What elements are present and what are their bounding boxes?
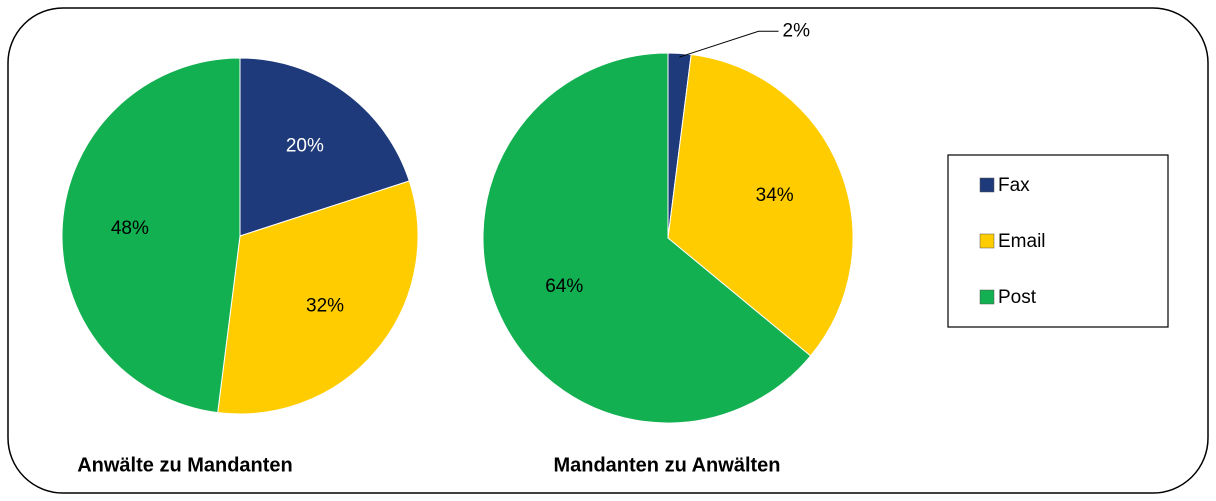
chart-title: Mandanten zu Anwälten [553, 454, 780, 476]
data-label: 2% [783, 20, 811, 41]
pie-slice [482, 52, 812, 424]
data-label: 64% [545, 276, 583, 297]
legend-swatch [979, 289, 995, 305]
data-label: 48% [111, 218, 149, 239]
data-label: 32% [306, 295, 344, 316]
data-label: 20% [286, 136, 324, 157]
chart-title: Anwälte zu Mandanten [77, 454, 293, 476]
legend-swatch [979, 177, 995, 193]
data-label: 34% [756, 185, 794, 206]
legend-label: Post [998, 287, 1037, 308]
legend-swatch [979, 233, 995, 249]
pie-slice [217, 180, 419, 415]
pie-slice [61, 57, 241, 414]
legend-label: Fax [998, 175, 1030, 196]
pie-slice [239, 57, 410, 237]
pie-slice [667, 53, 854, 357]
legend-label: Email [998, 231, 1046, 252]
leader-line [679, 30, 779, 58]
